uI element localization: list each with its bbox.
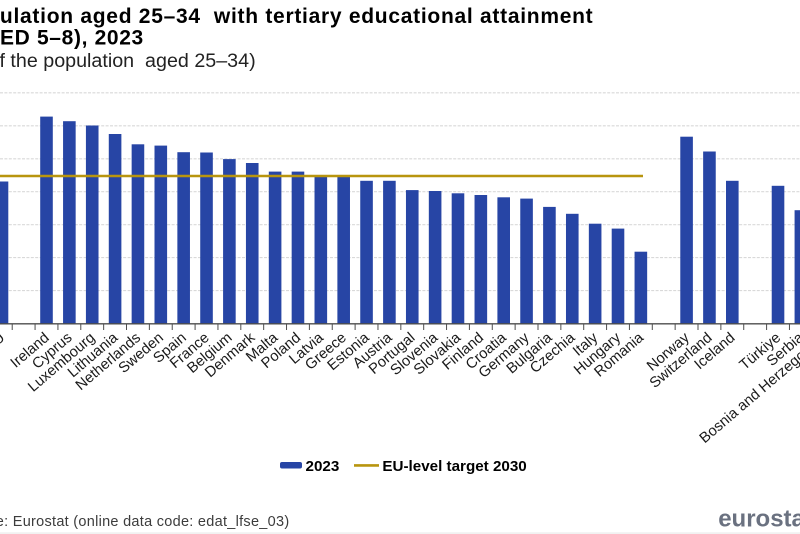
svg-text:eurostat: eurostat [718,506,800,533]
svg-text:2023: 2023 [306,458,340,475]
svg-text:EU: EU [0,330,8,356]
svg-text:Source: Eurostat (online data: Source: Eurostat (online data code: edat… [0,514,289,530]
svg-text:(ISCED 5–8), 2023: (ISCED 5–8), 2023 [0,27,144,50]
svg-text:EU-level target 2030: EU-level target 2030 [382,458,526,475]
svg-text:(% of the population aged 25–: (% of the population aged 25–34) [0,50,256,72]
svg-text:Population aged 25–34 with te: Population aged 25–34 with tertiary educ… [0,5,593,28]
